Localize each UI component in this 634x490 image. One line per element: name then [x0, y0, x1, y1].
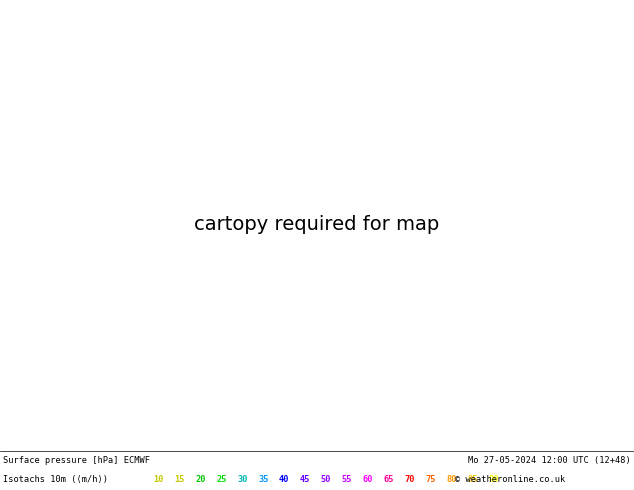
Text: 25: 25	[216, 475, 227, 484]
Text: 15: 15	[174, 475, 185, 484]
Text: 85: 85	[467, 475, 478, 484]
Text: cartopy required for map: cartopy required for map	[195, 216, 439, 234]
Text: 65: 65	[384, 475, 394, 484]
Text: 30: 30	[237, 475, 248, 484]
Text: 45: 45	[300, 475, 311, 484]
Text: Mo 27-05-2024 12:00 UTC (12+48): Mo 27-05-2024 12:00 UTC (12+48)	[468, 456, 631, 465]
Text: 20: 20	[195, 475, 206, 484]
Text: 50: 50	[321, 475, 332, 484]
Text: 60: 60	[363, 475, 373, 484]
Text: 40: 40	[279, 475, 290, 484]
Text: 10: 10	[153, 475, 164, 484]
Text: 35: 35	[258, 475, 269, 484]
Text: 90: 90	[488, 475, 499, 484]
Text: © weatheronline.co.uk: © weatheronline.co.uk	[455, 475, 566, 484]
Text: 75: 75	[425, 475, 436, 484]
Text: 80: 80	[446, 475, 457, 484]
Text: Surface pressure [hPa] ECMWF: Surface pressure [hPa] ECMWF	[3, 456, 150, 465]
Text: Isotachs 10m (⟨m/h⟩): Isotachs 10m (⟨m/h⟩)	[3, 475, 108, 484]
Text: 55: 55	[342, 475, 353, 484]
Text: 70: 70	[404, 475, 415, 484]
